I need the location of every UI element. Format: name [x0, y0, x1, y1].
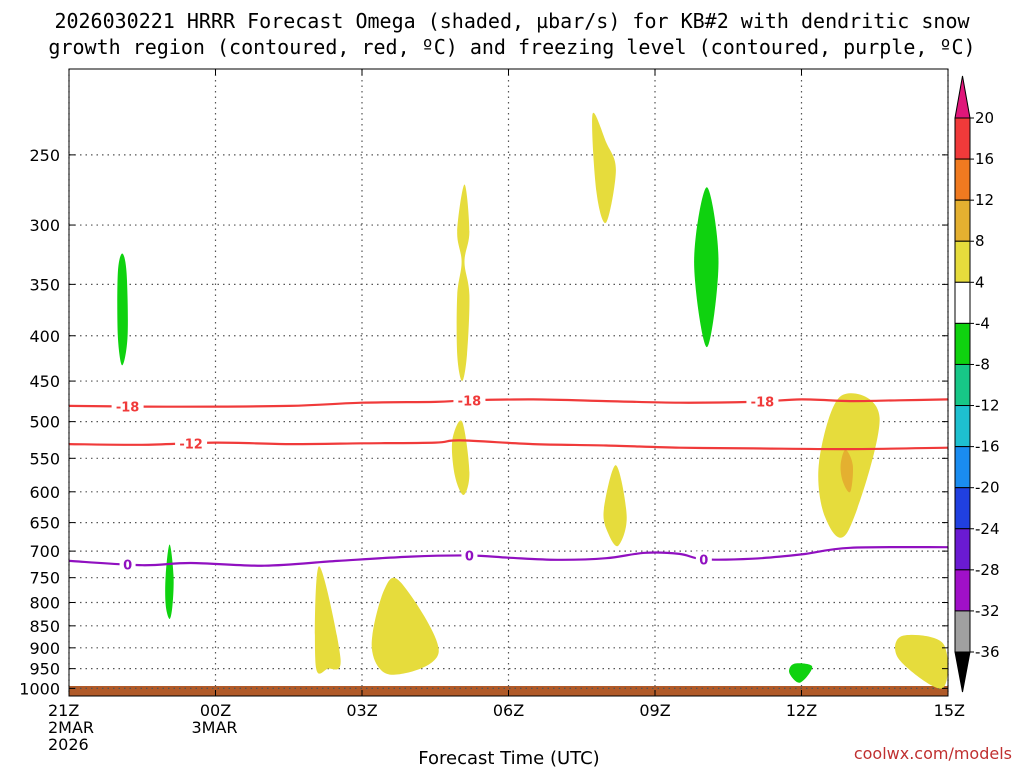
x-tick-label: 09Z: [639, 701, 670, 720]
contour-label-bg: [111, 398, 144, 415]
y-tick-label-900: 900: [29, 639, 60, 658]
x-axis-label: Forecast Time (UTC): [418, 748, 599, 768]
colorbar-label: -28: [975, 561, 1000, 579]
y-tick-label-750: 750: [29, 569, 60, 588]
x-tick-label: 2026: [48, 735, 89, 754]
colorbar-label: -32: [975, 602, 1000, 620]
y-tick-label-1000: 1000: [19, 679, 60, 698]
y-tick-label-950: 950: [29, 660, 60, 679]
omega-region-8: [603, 465, 627, 547]
temperature-contours: -18 -18 -18 -12 0 0 0: [68, 392, 949, 573]
colorbar-segment: [954, 281, 971, 324]
contour-label-bg: [453, 392, 486, 409]
contour-label-1-3: -18: [751, 395, 775, 410]
colorbar-segment: [954, 569, 971, 612]
contour-line-1: [68, 398, 949, 408]
omega-region-4: [789, 663, 813, 683]
contour-line-2: [68, 439, 949, 451]
contour-label-3-1: 0: [123, 558, 132, 573]
colorbar-segment: [954, 610, 971, 653]
y-tick-label-400: 400: [29, 327, 60, 346]
colorbar-label: 20: [975, 109, 994, 127]
colorbar-segment: [954, 240, 971, 283]
contour-label-bg: [461, 547, 478, 564]
contour-label-bg: [119, 556, 136, 573]
colorbar-segment: [954, 528, 971, 571]
x-tick-label: 03Z: [346, 701, 377, 720]
omega-shading: [117, 112, 948, 689]
pressure-axis: 250 300 350 400 450 500 550 600 650 700 750 800 850 9…: [19, 146, 948, 698]
contour-label-3-3: 0: [699, 553, 708, 568]
y-tick-label-650: 650: [29, 514, 60, 533]
contour-label-bg: [746, 393, 779, 410]
contour-label-bg: [175, 435, 208, 452]
y-tick-label-450: 450: [29, 372, 60, 391]
colorbar-label: -36: [975, 643, 1000, 661]
x-tick-label: 3MAR: [192, 718, 238, 737]
colorbar-label: -12: [975, 397, 1000, 415]
contour-label-bg: [695, 551, 712, 568]
colorbar-label: -4: [975, 314, 990, 332]
colorbar-top-arrow: [954, 75, 971, 119]
colorbar-label: -16: [975, 438, 1000, 456]
contour-label-3-2: 0: [465, 549, 474, 564]
colorbar-label: 16: [975, 150, 994, 168]
colorbar-segment: [954, 487, 971, 530]
contour-label-1-2: -18: [458, 394, 482, 409]
colorbar-segment: [954, 322, 971, 365]
colorbar-bottom-arrow: [954, 651, 971, 693]
colorbar-segment: [954, 199, 971, 242]
y-tick-label-700: 700: [29, 542, 60, 561]
colorbar-segment: [954, 363, 971, 407]
y-tick-label-250: 250: [29, 146, 60, 165]
x-tick-label: 21Z: [48, 701, 79, 720]
colorbar-label: 4: [975, 273, 985, 291]
omega-region-11: [314, 566, 341, 674]
colorbar-label: -8: [975, 355, 990, 373]
y-tick-label-500: 500: [29, 413, 60, 432]
colorbar-segment: [954, 158, 971, 201]
contour-label-2-1: -12: [179, 437, 203, 452]
y-tick-label-800: 800: [29, 594, 60, 613]
y-tick-label-300: 300: [29, 216, 60, 235]
y-tick-label-850: 850: [29, 617, 60, 636]
colorbar-segment: [954, 117, 971, 160]
omega-colorbar: 20 16 12 8 4 -4 -8 -12 -16 -20 -24 -28 -32 -36: [954, 75, 1000, 693]
omega-region-10: [840, 449, 854, 493]
colorbar-label: -24: [975, 520, 1000, 538]
title-line-1: 2026030221 HRRR Forecast Omega (shaded, …: [54, 9, 970, 33]
x-tick-label: 06Z: [493, 701, 524, 720]
x-tick-label: 00Z: [200, 701, 231, 720]
y-tick-label-350: 350: [29, 275, 60, 294]
grid-lines: [68, 69, 949, 696]
title-line-2: growth region (contoured, red, ºC) and f…: [48, 35, 975, 59]
x-tick-label: 15Z: [934, 701, 965, 720]
omega-region-3: [694, 187, 719, 348]
colorbar-segment: [954, 446, 971, 489]
y-tick-label-600: 600: [29, 483, 60, 502]
x-tick-label: 12Z: [786, 701, 817, 720]
colorbar-label: 8: [975, 232, 985, 250]
colorbar-label: -20: [975, 479, 1000, 497]
contour-label-1-1: -18: [116, 400, 140, 415]
omega-region-12: [371, 577, 439, 675]
omega-region-5: [456, 184, 470, 382]
y-tick-label-550: 550: [29, 449, 60, 468]
colorbar-label: 12: [975, 191, 994, 209]
x-tick-label: 2MAR: [48, 718, 94, 737]
omega-region-13: [894, 634, 948, 689]
credit-text: coolwx.com/models: [854, 744, 1012, 763]
contour-line-3: [68, 545, 949, 567]
omega-region-1: [117, 253, 128, 366]
colorbar-segment: [954, 405, 971, 448]
omega-region-7: [451, 420, 470, 496]
chart-title: 2026030221 HRRR Forecast Omega (shaded, …: [48, 9, 975, 59]
omega-region-6: [592, 112, 616, 223]
